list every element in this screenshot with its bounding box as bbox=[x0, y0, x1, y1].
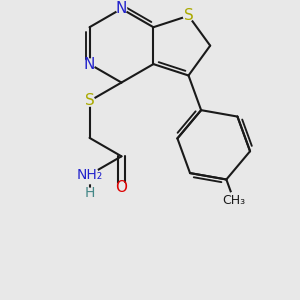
Text: NH₂: NH₂ bbox=[76, 168, 103, 182]
Circle shape bbox=[85, 188, 94, 198]
Circle shape bbox=[81, 166, 98, 184]
Text: N: N bbox=[84, 57, 95, 72]
Text: H: H bbox=[84, 186, 95, 200]
Text: S: S bbox=[85, 94, 94, 109]
Text: S: S bbox=[184, 8, 194, 23]
Circle shape bbox=[226, 192, 242, 208]
Circle shape bbox=[84, 96, 95, 106]
Text: O: O bbox=[116, 180, 128, 195]
Circle shape bbox=[116, 4, 127, 14]
Text: CH₃: CH₃ bbox=[222, 194, 245, 207]
Circle shape bbox=[116, 182, 127, 193]
Circle shape bbox=[84, 59, 95, 69]
Text: N: N bbox=[116, 1, 127, 16]
Circle shape bbox=[183, 11, 194, 21]
